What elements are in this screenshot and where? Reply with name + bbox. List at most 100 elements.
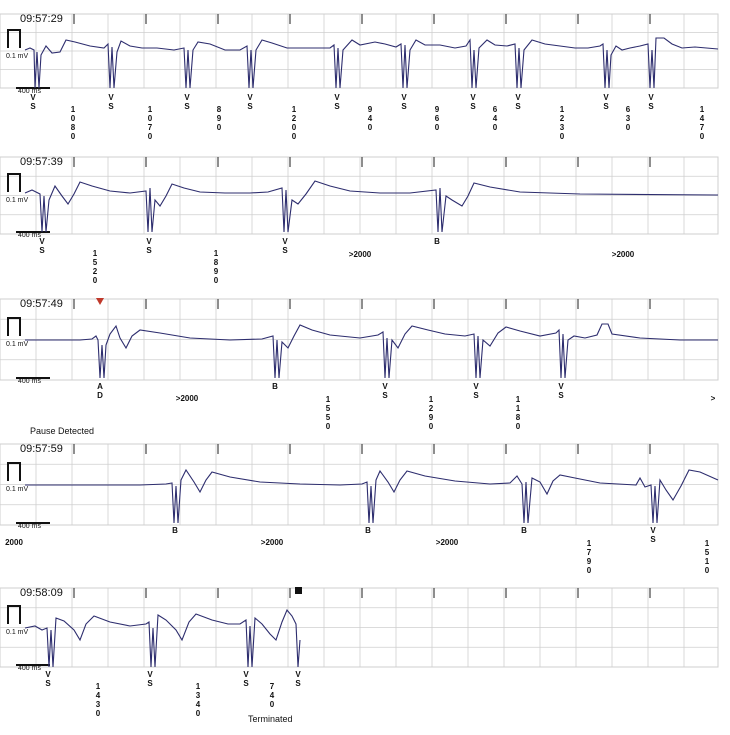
beat-marker-top: V — [247, 93, 253, 102]
rr-interval: >2000 — [349, 250, 372, 259]
strip-4: 09:57:59 0.1 mV 400 ms B B B V S 2000 >2… — [0, 443, 719, 575]
strip-grid — [0, 13, 719, 89]
rr-interval: >2000 — [261, 538, 284, 547]
rr-interval: >2000 — [176, 394, 199, 403]
beat-marker-top: V — [470, 93, 476, 102]
beat-marker-top: V — [243, 670, 249, 679]
beat-markers: B B B V S — [172, 526, 656, 544]
amplitude-label: 0.1 mV — [6, 53, 29, 60]
beat-marker-bottom: S — [603, 102, 609, 111]
beat-marker-bottom: S — [247, 102, 253, 111]
ecg-trace — [24, 37, 719, 89]
beat-marker-bottom: S — [45, 679, 51, 688]
beat-marker-top: V — [401, 93, 407, 102]
beat-marker-top: V — [334, 93, 340, 102]
time-scale-label: 400 ms — [18, 378, 41, 385]
beat-marker-bottom: S — [401, 102, 407, 111]
beat-marker-top: V — [650, 526, 656, 535]
beat-marker-top: V — [108, 93, 114, 102]
beat-markers: V S V S V S V S — [45, 670, 301, 688]
strip-time: 09:57:49 — [20, 298, 63, 310]
calibration-pulse-icon — [7, 29, 21, 48]
strip-5: 09:58:09 0.1 mV 400 ms V S V S V S V S 1… — [0, 587, 719, 724]
beat-marker-top: V — [282, 237, 288, 246]
beat-marker-top: V — [558, 382, 564, 391]
beat-marker-top: V — [648, 93, 654, 102]
scale-bar: 0.1 mV 400 ms — [6, 173, 50, 239]
strip-time: 09:57:39 — [20, 156, 63, 168]
beat-marker-top: V — [184, 93, 190, 102]
beat-marker-bottom: B — [521, 526, 527, 535]
beat-marker-top: V — [473, 382, 479, 391]
beat-marker-bottom: S — [30, 102, 36, 111]
strip-time: 09:58:09 — [20, 587, 63, 599]
ecg-trace — [25, 468, 719, 524]
beat-marker-bottom: B — [272, 382, 278, 391]
beat-marker-bottom: S — [382, 391, 388, 400]
scale-bar: 0.1 mV 400 ms — [6, 317, 50, 385]
beat-marker-bottom: S — [470, 102, 476, 111]
beat-marker-top: V — [147, 670, 153, 679]
rr-interval: >2000 — [436, 538, 459, 547]
rr-interval: >2000 — [612, 250, 635, 259]
beat-marker-bottom: S — [108, 102, 114, 111]
amplitude-label: 0.1 mV — [6, 486, 29, 493]
beat-marker-bottom: S — [243, 679, 249, 688]
ecg-trace — [25, 323, 718, 379]
strip-grid — [0, 587, 719, 668]
beat-marker-bottom: S — [39, 246, 45, 255]
strip-1: 09:57:29 0.1 mV 400 ms V S V S V S V S V… — [0, 13, 719, 141]
beat-marker-top: V — [45, 670, 51, 679]
strip-time: 09:57:29 — [20, 13, 63, 25]
beat-marker-bottom: B — [434, 237, 440, 246]
end-marker-icon — [295, 587, 302, 594]
scale-bar: 0.1 mV 400 ms — [6, 462, 50, 530]
time-scale-label: 400 ms — [18, 88, 41, 95]
ecg-trace — [24, 608, 301, 668]
beat-marker-bottom: S — [147, 679, 153, 688]
beat-marker-bottom: S — [146, 246, 152, 255]
beat-marker-bottom: B — [365, 526, 371, 535]
time-scale-label: 400 ms — [18, 232, 41, 239]
beat-marker-top: V — [30, 93, 36, 102]
strip-time: 09:57:59 — [20, 443, 63, 455]
beat-marker-bottom: S — [184, 102, 190, 111]
strip-grid — [0, 156, 719, 235]
pause-detected-label: Pause Detected — [30, 426, 94, 436]
beat-marker-bottom: S — [334, 102, 340, 111]
beat-markers: V S V S V S V S V S V S V S V S V S V S — [30, 93, 654, 111]
strip-3: 09:57:49 0.1 mV 400 ms A D B V S V S V S… — [0, 298, 719, 436]
beat-marker-top: V — [39, 237, 45, 246]
calibration-pulse-icon — [7, 462, 21, 481]
beat-markers: V S V S V S B — [39, 237, 440, 255]
beat-marker-bottom: S — [558, 391, 564, 400]
beat-marker-bottom: S — [282, 246, 288, 255]
amplitude-label: 0.1 mV — [6, 629, 29, 636]
time-scale-label: 400 ms — [18, 523, 41, 530]
